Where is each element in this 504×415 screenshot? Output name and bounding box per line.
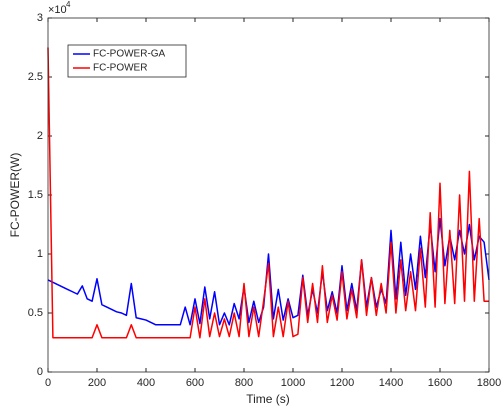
x-tick-label: 800 (235, 377, 253, 389)
y-tick-label: 1.5 (28, 189, 43, 201)
series-line (47, 47, 489, 339)
x-tick-label: 200 (88, 377, 106, 389)
x-tick-label: 1600 (428, 377, 452, 389)
y-tick-label: 0 (37, 366, 43, 378)
y-multiplier-base: ×10 (48, 4, 67, 16)
y-tick-label: 2.5 (28, 71, 43, 83)
y-tick-label: 1 (37, 248, 43, 260)
x-tick-label: 0 (45, 377, 51, 389)
x-tick-label: 1200 (330, 377, 354, 389)
y-axis-label: FC-POWER(W) (8, 153, 22, 238)
series-line (47, 217, 490, 326)
x-axis-label: Time (s) (246, 392, 290, 406)
x-tick-label: 1000 (281, 377, 305, 389)
legend-label: FC-POWER-GA (93, 49, 166, 60)
y-tick-label: 2 (37, 130, 43, 142)
x-tick-label: 1800 (477, 377, 501, 389)
legend-label: FC-POWER (93, 63, 147, 74)
y-multiplier-exponent: 4 (66, 0, 71, 9)
plot-frame (47, 17, 490, 373)
y-tick-label: 0.5 (28, 307, 43, 319)
x-tick-label: 1400 (379, 377, 403, 389)
y-tick-label: 3 (37, 12, 43, 24)
x-tick-label: 600 (186, 377, 204, 389)
legend-box (67, 44, 187, 78)
x-tick-label: 400 (137, 377, 155, 389)
